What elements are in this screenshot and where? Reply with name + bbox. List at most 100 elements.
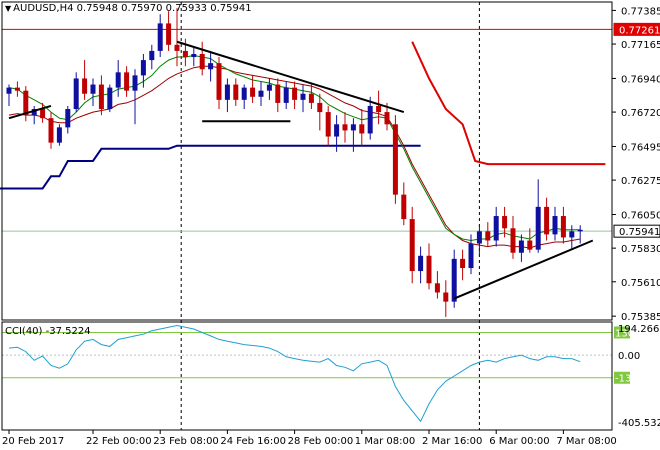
candle-body-62 (527, 240, 533, 250)
candle-body-32 (275, 84, 281, 103)
candle-body-15 (132, 75, 138, 91)
trendline-0 (8, 105, 52, 120)
candle-body-54 (460, 258, 466, 269)
candle-body-59 (502, 216, 508, 229)
candle-body-9 (82, 78, 88, 94)
candle-body-55 (468, 243, 474, 269)
candle-body-24 (208, 63, 214, 70)
candle-body-10 (90, 84, 96, 94)
time-tick-label-0: 20 Feb 2017 (2, 436, 64, 447)
candle-body-49 (418, 255, 424, 272)
candle-body-16 (140, 60, 146, 76)
candle-body-34 (292, 87, 298, 100)
cci-panel: 130 -130 194.2666 0.00 -405.532 (2, 324, 660, 429)
trendline-1 (176, 40, 405, 114)
envelope-upper-line (411, 41, 606, 166)
candle-body-8 (73, 78, 79, 110)
candle-body-27 (233, 84, 239, 100)
cci-tick-label-2: -405.532 (618, 418, 660, 429)
cci-tick-label-1: 0.00 (618, 351, 640, 362)
time-axis: 20 Feb 2017 22 Feb 00:00 23 Feb 08:00 24 Fe… (2, 430, 617, 447)
cci-tick-label-0: 194.2666 (618, 324, 660, 335)
candle-body-67 (569, 231, 575, 238)
candle-body-65 (552, 216, 558, 235)
symbol-info-text: AUDUSD,H4 0.75948 0.75970 0.75933 0.7594… (13, 3, 252, 14)
envelope-lines (0, 41, 606, 190)
candle-body-52 (443, 292, 449, 302)
candle-body-50 (426, 255, 432, 284)
price-tick-label-6: 0.76050 (621, 211, 660, 222)
price-tag-label-1: 0.75941 (619, 227, 660, 238)
candlesticks (6, 8, 583, 317)
candle-body-18 (157, 23, 163, 51)
candle-body-40 (342, 124, 348, 131)
candle-body-63 (535, 206, 541, 250)
price-tick-label-7: 0.75830 (621, 244, 660, 255)
candle-body-60 (510, 228, 516, 253)
time-tick-label-6: 2 Mar 16:00 (422, 436, 482, 447)
candle-body-42 (359, 124, 365, 134)
cci-level-tag-0 (614, 326, 630, 339)
cci-level-label-0: 130 (615, 328, 634, 339)
candle-body-21 (182, 50, 188, 58)
candle-body-25 (216, 63, 222, 100)
cci-level-label-1: -130 (615, 374, 638, 385)
candle-body-66 (560, 216, 566, 238)
price-tag-box-0 (613, 22, 660, 36)
candle-body-29 (250, 87, 256, 97)
time-tick-label-7: 6 Mar 00:00 (489, 436, 549, 447)
candle-body-38 (325, 112, 331, 137)
candle-body-68 (577, 229, 583, 232)
price-tick-label-0: 0.77385 (621, 6, 660, 17)
candle-body-48 (409, 219, 415, 272)
price-tick-label-9: 0.75385 (621, 312, 660, 323)
candle-body-53 (451, 258, 457, 302)
price-tick-label-3: 0.76720 (621, 108, 660, 119)
candle-body-57 (485, 231, 491, 241)
price-tick-label-2: 0.76940 (621, 74, 660, 85)
candle-body-51 (434, 283, 440, 293)
trendlines (8, 40, 594, 300)
candle-body-47 (401, 194, 407, 220)
price-tag-label-0: 0.77261 (619, 25, 660, 36)
candle-body-11 (98, 84, 104, 110)
candle-body-61 (518, 240, 524, 253)
price-tick-label-5: 0.76275 (621, 176, 660, 187)
time-tick-label-5: 1 Mar 08:00 (355, 436, 415, 447)
price-level-lines (2, 28, 612, 232)
candle-body-45 (384, 112, 390, 125)
price-tick-label-1: 0.77165 (621, 40, 660, 51)
time-tick-label-2: 23 Feb 08:00 (153, 436, 219, 447)
candle-body-37 (317, 102, 323, 113)
candle-body-22 (191, 53, 197, 58)
candle-body-20 (174, 44, 180, 51)
cci-line (8, 324, 581, 423)
candle-body-17 (149, 50, 155, 61)
candle-body-58 (493, 216, 499, 241)
candle-body-4 (40, 109, 46, 119)
candle-body-13 (115, 72, 121, 88)
candle-body-35 (300, 93, 306, 100)
candle-body-5 (48, 118, 54, 143)
candle-body-6 (56, 127, 62, 143)
candle-body-33 (283, 87, 289, 103)
candle-body-12 (107, 87, 113, 110)
candle-body-30 (258, 90, 264, 97)
cci-level-tag-1 (614, 371, 630, 384)
candle-body-43 (367, 105, 373, 134)
candle-body-41 (350, 124, 356, 131)
symbol-info: ▼ AUDUSD,H4 0.75948 0.75970 0.75933 0.759… (5, 3, 252, 14)
candle-body-19 (166, 23, 172, 45)
time-tick-label-8: 7 Mar 08:00 (556, 436, 616, 447)
cci-title: CCI(40) -37.5224 (5, 326, 91, 337)
time-tick-label-4: 28 Feb 00:00 (288, 436, 354, 447)
main-panel-frame (1, 1, 613, 321)
candle-body-23 (199, 53, 205, 70)
candle-body-3 (31, 109, 37, 116)
price-tag-box-1 (613, 224, 660, 238)
candle-body-26 (224, 84, 230, 100)
candle-body-64 (544, 206, 550, 235)
candle-body-46 (392, 124, 398, 195)
candle-body-2 (23, 90, 29, 116)
